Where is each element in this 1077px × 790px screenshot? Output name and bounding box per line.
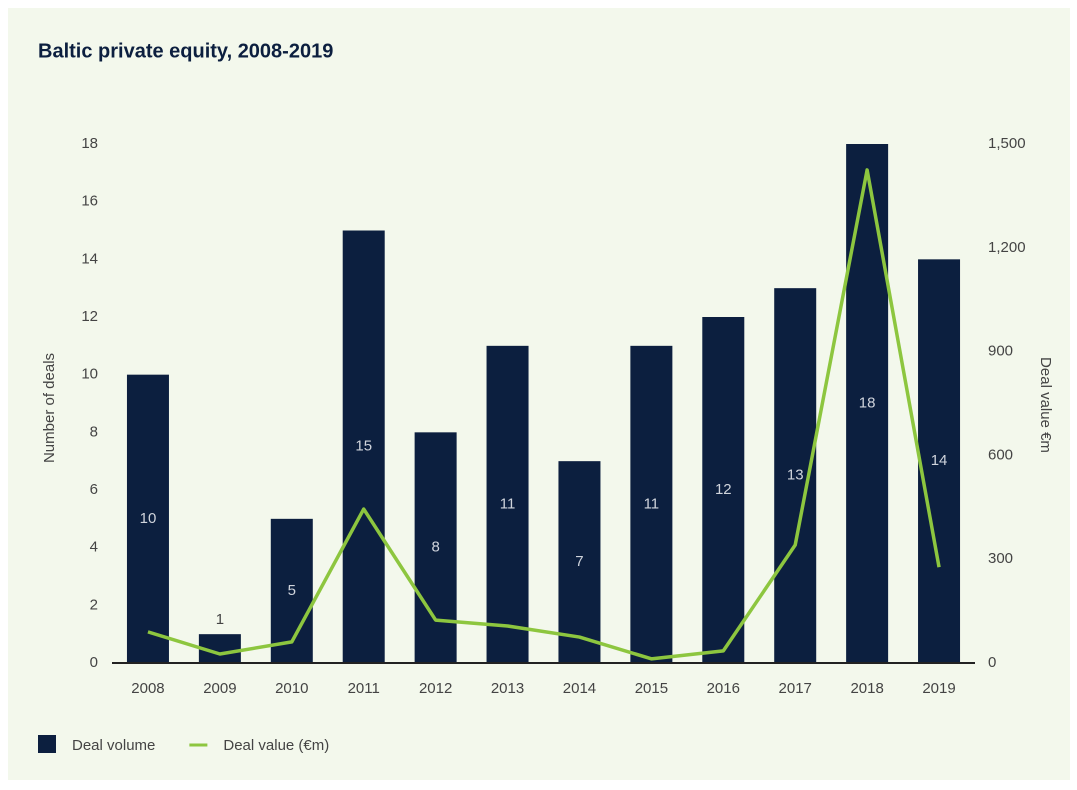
data-label: 11 [644, 495, 660, 512]
y2-axis-label: Deal value €m [1037, 357, 1054, 453]
y-tick-label: 14 [81, 250, 98, 267]
x-tick-label: 2016 [707, 680, 740, 697]
x-tick-label: 2014 [563, 680, 596, 697]
x-tick-label: 2017 [779, 680, 812, 697]
data-label: 14 [931, 452, 948, 469]
y-tick-label: 8 [90, 423, 98, 440]
data-label: 8 [431, 539, 439, 556]
y2-tick-label: 1,200 [988, 239, 1026, 256]
y2-tick-label: 300 [988, 550, 1013, 567]
y-tick-label: 12 [81, 308, 98, 325]
data-label: 13 [787, 467, 804, 484]
data-label: 12 [715, 481, 732, 498]
bar [342, 230, 385, 663]
bar [126, 374, 169, 663]
bar [414, 432, 457, 663]
legend-label: Deal volume [72, 737, 155, 754]
y2-tick-label: 900 [988, 343, 1013, 360]
y2-tick-label: 1,500 [988, 135, 1026, 152]
x-tick-label: 2009 [203, 680, 236, 697]
y-tick-label: 2 [90, 596, 98, 613]
y-tick-label: 18 [81, 135, 98, 152]
bar [486, 345, 529, 663]
data-label: 18 [859, 394, 876, 411]
x-tick-label: 2019 [922, 680, 955, 697]
y-axis-label: Number of deals [41, 353, 58, 463]
data-label: 10 [140, 510, 157, 527]
data-label: 11 [500, 495, 516, 512]
x-tick-label: 2013 [491, 680, 524, 697]
y-tick-label: 4 [90, 539, 98, 556]
bar [558, 461, 601, 663]
data-label: 1 [216, 611, 224, 628]
legend-label: Deal value (€m) [223, 737, 329, 754]
x-tick-label: 2012 [419, 680, 452, 697]
line [147, 168, 941, 661]
bar [702, 317, 745, 663]
bar [918, 259, 961, 663]
bar [846, 144, 889, 663]
x-tick-label: 2015 [635, 680, 668, 697]
y-tick-label: 6 [90, 481, 98, 498]
y-tick-label: 16 [81, 193, 98, 210]
data-label: 7 [575, 553, 583, 570]
y2-tick-label: 0 [988, 654, 996, 671]
x-tick-label: 2008 [131, 680, 164, 697]
y-tick-label: 10 [81, 366, 98, 383]
data-label: 5 [288, 582, 296, 599]
chart-title: Baltic private equity, 2008-2019 [38, 40, 333, 62]
background [8, 8, 1070, 780]
bar [630, 345, 673, 663]
x-tick-label: 2010 [275, 680, 308, 697]
x-tick-label: 2018 [850, 680, 883, 697]
x-tick-label: 2011 [348, 680, 380, 697]
y2-tick-label: 600 [988, 446, 1013, 463]
data-label: 15 [355, 438, 372, 455]
y-tick-label: 0 [90, 654, 98, 671]
legend-swatch [38, 735, 56, 753]
